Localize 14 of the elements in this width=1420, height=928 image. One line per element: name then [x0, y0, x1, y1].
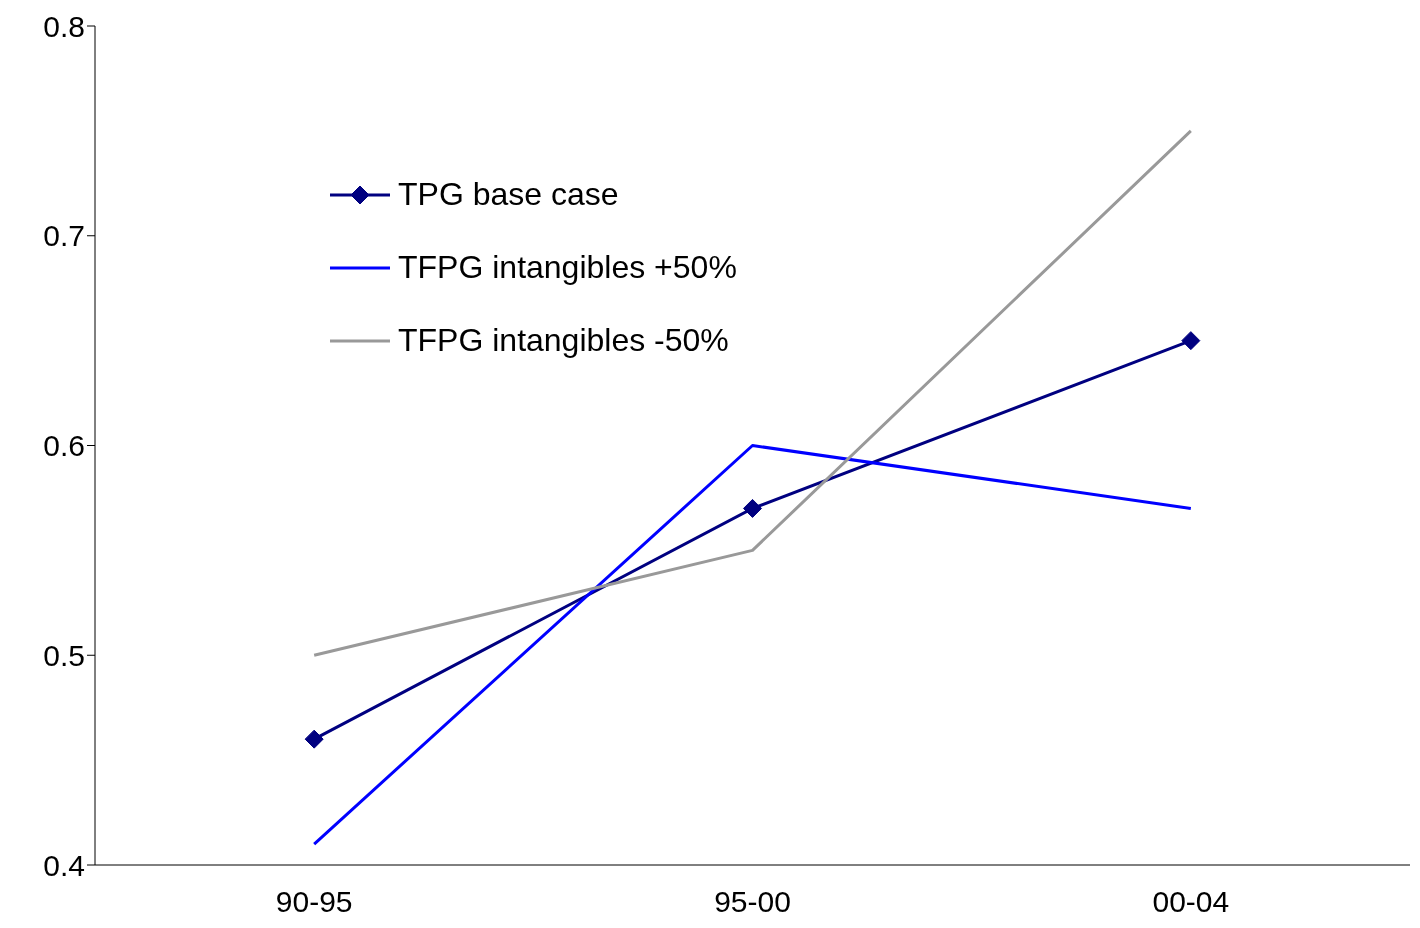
y-tick-label: 0.7	[43, 219, 85, 253]
legend-label: TFPG intangibles -50%	[398, 322, 729, 359]
point	[743, 498, 762, 518]
y-tick-label: 0.8	[43, 9, 85, 43]
point	[1181, 331, 1201, 351]
y-tick-label: 0.5	[43, 638, 85, 672]
x-tick-label: 95-00	[714, 885, 791, 919]
y-tick-label: 0.6	[43, 429, 85, 463]
legend-label: TPG base case	[398, 176, 619, 213]
y-tick-label: 0.4	[43, 848, 85, 882]
legend-label: TFPG intangibles +50%	[398, 249, 737, 286]
point	[304, 729, 324, 749]
x-tick-label: 00-04	[1152, 885, 1230, 919]
x-tick-label: 90-95	[275, 885, 353, 919]
